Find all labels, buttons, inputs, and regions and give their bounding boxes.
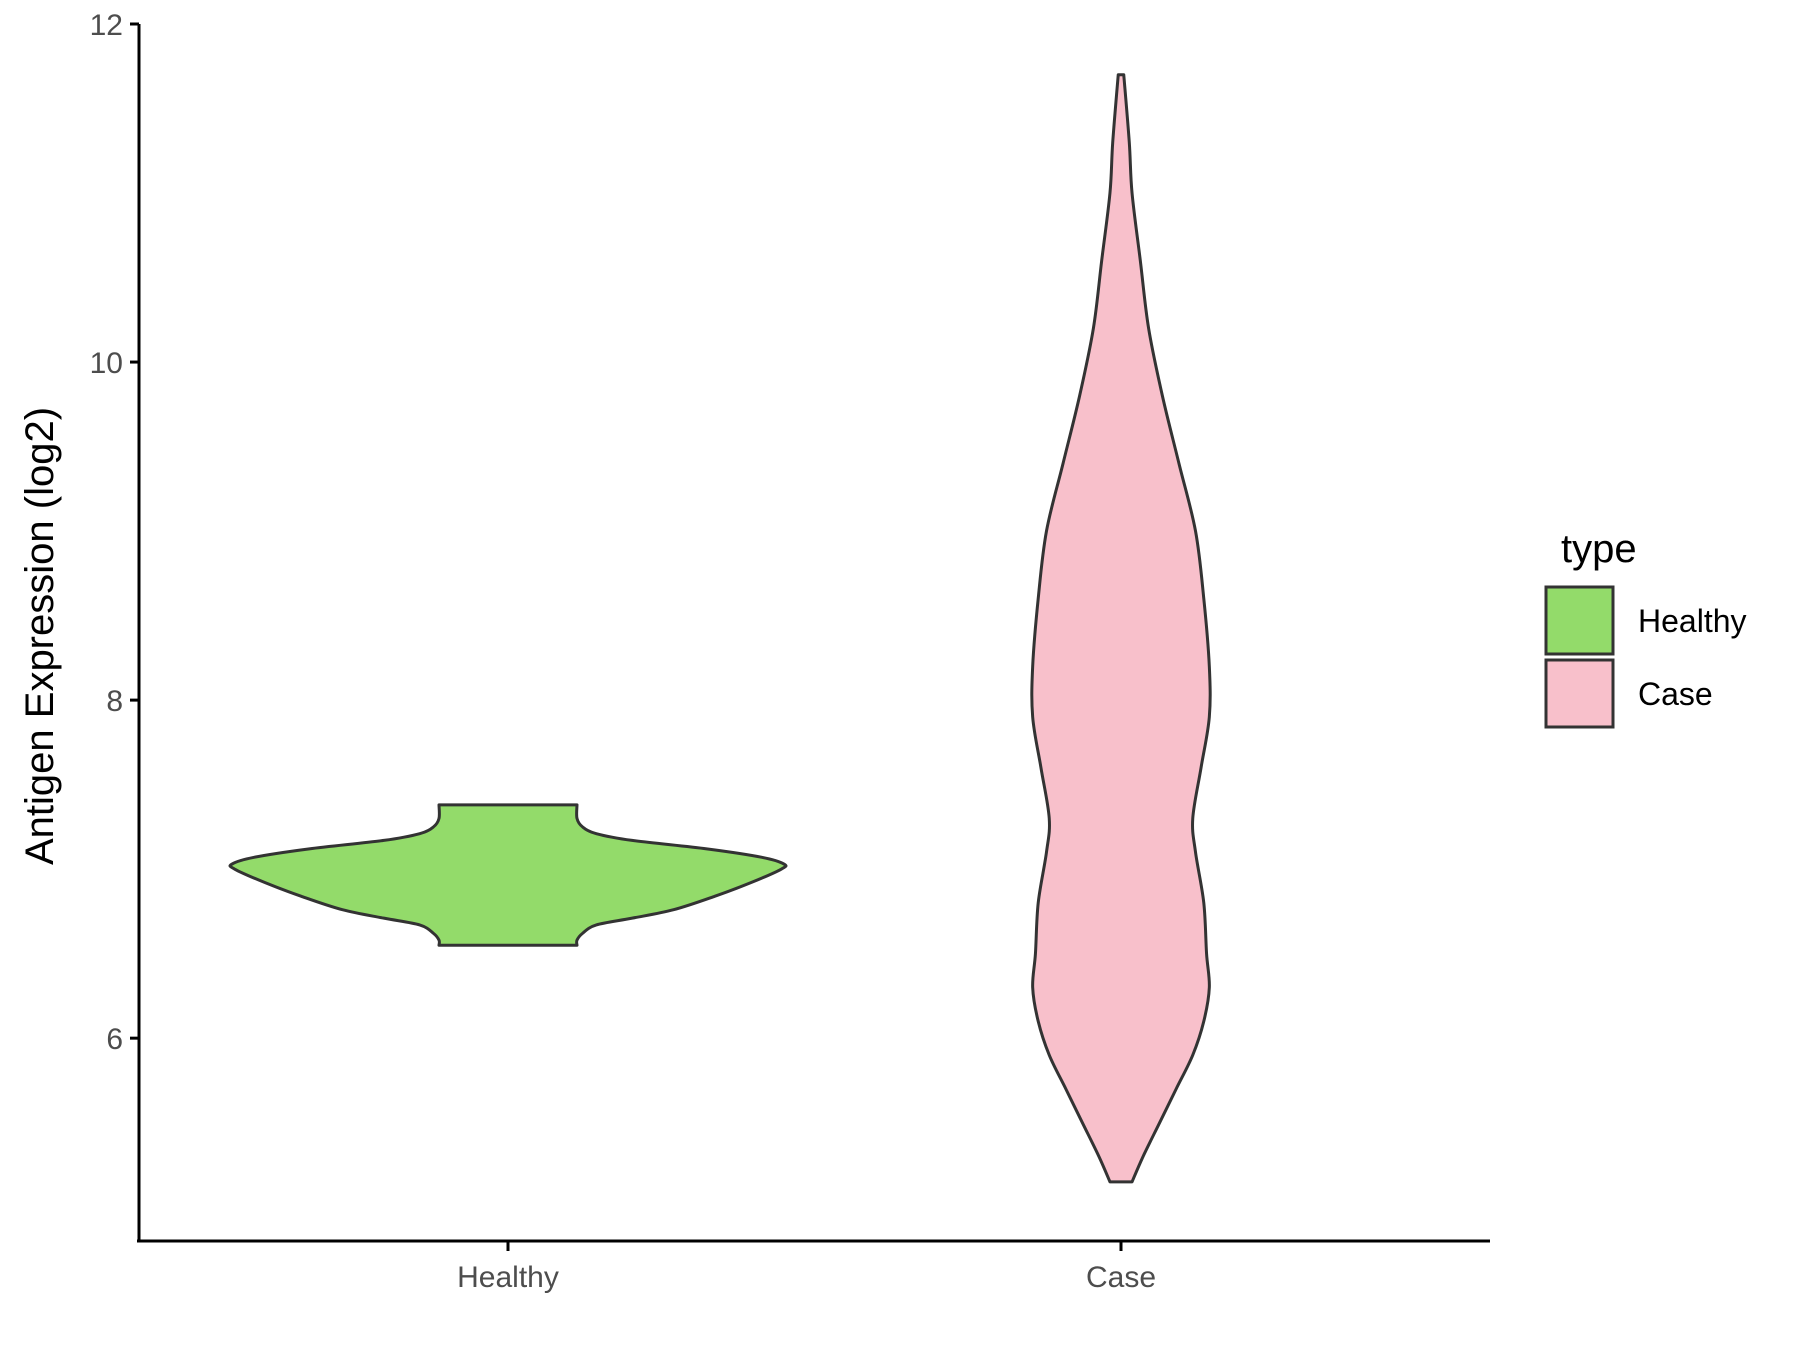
y-tick-label: 10	[90, 347, 123, 380]
y-tick-label: 12	[90, 9, 123, 42]
legend-label-healthy: Healthy	[1638, 603, 1747, 639]
y-tick-label: 6	[106, 1023, 123, 1056]
x-tick-label: Healthy	[457, 1261, 559, 1294]
x-ticks: Healthy Case	[457, 1241, 1156, 1294]
violin-case	[1030, 73, 1212, 1184]
legend-label-case: Case	[1638, 676, 1713, 712]
legend: Healthy Case	[1544, 585, 1747, 729]
y-ticks: 6 8 10 12	[90, 9, 139, 1056]
legend-swatch-healthy	[1544, 585, 1615, 656]
legend-swatch-case	[1544, 658, 1615, 729]
violin-healthy	[228, 803, 788, 947]
legend-title: type	[1561, 527, 1637, 571]
y-tick-label: 8	[106, 685, 123, 718]
x-tick-label: Case	[1086, 1261, 1156, 1294]
violins-layer	[228, 73, 1212, 1184]
y-axis-title: Antigen Expression (log2)	[18, 407, 62, 865]
